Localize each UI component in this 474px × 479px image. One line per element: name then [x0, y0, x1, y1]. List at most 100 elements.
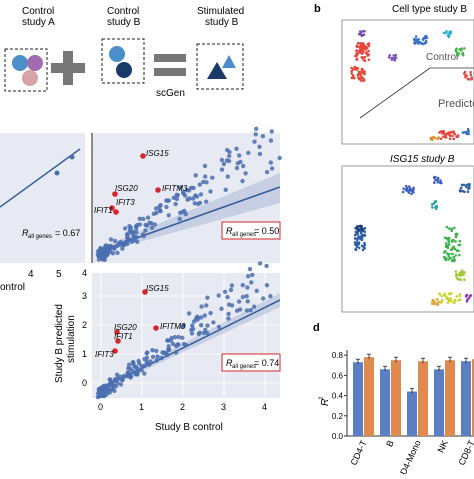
scatter-point — [248, 267, 252, 271]
umap-cell — [437, 136, 440, 139]
umap-cell — [470, 74, 473, 77]
plus-icon — [51, 51, 85, 85]
bar — [364, 357, 374, 436]
umap-cell — [438, 292, 441, 295]
scatter-point — [222, 162, 226, 166]
umap-cell — [357, 42, 360, 45]
scatter-point — [159, 356, 163, 360]
bar — [418, 361, 428, 436]
scatter-point — [145, 356, 149, 360]
x-tick-4: 4 — [262, 402, 267, 412]
umap-cell — [388, 56, 391, 59]
umap-cell — [447, 239, 450, 242]
scatter-point — [252, 140, 256, 144]
scatter-point — [230, 283, 234, 287]
umap-cell — [355, 50, 358, 53]
scatter-point — [151, 355, 155, 359]
top-r2-value: = 0.50 — [254, 226, 279, 236]
scatter-point — [205, 323, 209, 327]
umap-cell — [462, 131, 465, 134]
scatter-point — [145, 350, 149, 354]
scatter-point — [217, 325, 221, 329]
umap-cell — [453, 138, 456, 141]
scatter-point — [106, 389, 110, 393]
schematic-svg: Control study A Control study B scGen St… — [0, 0, 300, 110]
scatter-point — [201, 180, 205, 184]
umap-cell — [363, 46, 366, 49]
umap-cell — [354, 237, 357, 240]
y-tick-4: 4 — [82, 268, 87, 278]
y-tick-0: 0 — [82, 378, 87, 388]
scatter-point — [227, 302, 231, 306]
umap-cell — [441, 299, 444, 302]
cluster-navy-b — [116, 62, 132, 78]
umap-cell — [461, 273, 464, 276]
scatter-point — [227, 150, 231, 154]
scatter-point — [248, 308, 252, 312]
x-tick-3: 3 — [221, 402, 226, 412]
umap-cell — [412, 188, 415, 191]
umap1-title: Cell type study B — [392, 4, 467, 15]
umap-cell — [444, 236, 447, 239]
scatter-point — [211, 320, 215, 324]
umap-cell — [358, 46, 361, 49]
umap-cell — [432, 136, 435, 139]
scatter-point — [199, 192, 203, 196]
bar — [353, 362, 363, 436]
left-r2-value: = 0.67 — [55, 228, 80, 238]
scatter-point — [219, 307, 223, 311]
umap-cell — [448, 298, 451, 301]
umap-cell — [448, 32, 451, 35]
scatter-point — [223, 290, 227, 294]
scatter-point — [226, 312, 230, 316]
scatter-point — [146, 215, 150, 219]
umap-cell — [467, 187, 470, 190]
cluster-purple — [27, 55, 43, 71]
scatter-point — [140, 368, 144, 372]
umap-cell — [464, 131, 467, 134]
scatter-point — [202, 331, 206, 335]
scatter-point — [167, 344, 171, 348]
umap-cell — [413, 39, 416, 42]
umap-panel: b Cell type study B Control Predicte ISG… — [300, 0, 474, 320]
scatter-point — [113, 239, 117, 243]
gene-label-isg20: ISG20 — [115, 184, 138, 193]
scatter-point — [134, 224, 138, 228]
umap-cell — [458, 52, 461, 55]
umap-cell — [363, 56, 366, 59]
schematic-panel: Control study A Control study B scGen St… — [0, 0, 300, 110]
scatter-point — [180, 336, 184, 340]
y-tick-2: 2 — [82, 320, 87, 330]
bar-yticks: 0.00.20.40.60.8 — [332, 351, 347, 441]
box-a-label-line2: study A — [22, 17, 55, 28]
umap-cell — [449, 134, 452, 137]
scatter-point — [131, 360, 135, 364]
bar — [391, 360, 401, 436]
scatter-point — [203, 164, 207, 168]
scatter-point — [97, 257, 101, 261]
scatter-point — [198, 331, 202, 335]
scatter-point — [252, 305, 256, 309]
scatter-point — [103, 253, 107, 257]
umap-cell — [467, 190, 470, 193]
scatter-point — [220, 167, 224, 171]
umap-cell — [459, 293, 462, 296]
equals-icon — [154, 54, 186, 76]
scatter-point — [245, 294, 249, 298]
scatter-point — [261, 296, 265, 300]
scatter-point — [134, 372, 138, 376]
scatter-point — [174, 344, 178, 348]
umap-cell — [408, 185, 411, 188]
scatter-point — [128, 367, 132, 371]
scatter-point — [125, 242, 129, 246]
scatter-point — [246, 151, 250, 155]
cluster-pink — [22, 70, 38, 86]
umap-cell — [406, 189, 409, 192]
umap-cell — [455, 270, 458, 273]
umap-cell — [356, 67, 359, 70]
umap-cell — [360, 31, 363, 34]
gene-label-isg20: ISG20 — [114, 323, 137, 332]
umap-cell — [445, 242, 448, 245]
bottom-r2-value: = 0.74 — [254, 358, 279, 368]
